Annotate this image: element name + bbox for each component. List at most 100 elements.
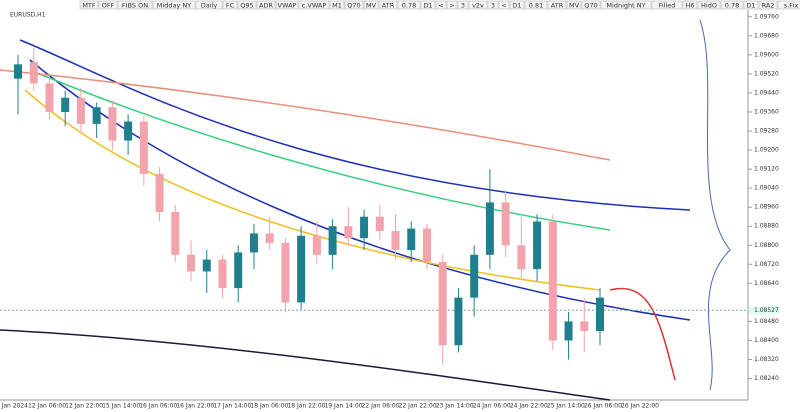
toolbar-label[interactable]: Midnight NY — [606, 2, 645, 10]
toolbar-button[interactable] — [152, 0, 196, 10]
time-label: 25 Jan 14:00 — [547, 403, 585, 410]
toolbar-label[interactable]: VWAP — [278, 2, 297, 10]
toolbar-label[interactable]: FIBS ON — [122, 2, 148, 10]
toolbar-button[interactable] — [509, 0, 525, 10]
candle-body — [249, 233, 258, 253]
toolbar-label[interactable]: RA2 — [762, 2, 775, 10]
candle-body — [548, 221, 557, 341]
toolbar-button[interactable] — [298, 0, 330, 10]
candle-body — [407, 228, 416, 251]
toolbar-label[interactable]: v2v — [472, 2, 484, 10]
candle-body — [422, 228, 431, 262]
toolbar-label[interactable]: HidO — [701, 2, 717, 10]
candle-body — [564, 321, 573, 341]
toolbar-label[interactable]: Midday NY — [157, 2, 191, 10]
toolbar-label[interactable]: MTF — [82, 2, 96, 10]
time-label: 23 Jan 14:00 — [436, 403, 474, 410]
toolbar-button[interactable] — [378, 0, 398, 10]
toolbar-label[interactable]: ATR — [382, 2, 395, 10]
ma-line — [19, 39, 691, 211]
time-label: 11 Jan 2024 — [0, 403, 28, 410]
toolbar-label[interactable]: ADR — [259, 2, 273, 10]
toolbar-button[interactable] — [777, 0, 800, 10]
toolbar-button[interactable] — [697, 0, 721, 10]
toolbar-label[interactable]: < — [438, 2, 443, 10]
toolbar-label[interactable]: > — [449, 2, 454, 10]
toolbar-label[interactable]: MV — [569, 2, 580, 10]
candle-body — [454, 297, 463, 346]
toolbar-label[interactable]: 3 — [461, 2, 465, 10]
toolbar-label[interactable]: D1 — [512, 2, 521, 10]
toolbar-label[interactable]: D1 — [746, 2, 755, 10]
candle-body — [14, 64, 22, 79]
toolbar-button[interactable] — [98, 0, 118, 10]
toolbar-button[interactable] — [566, 0, 582, 10]
indicators — [0, 19, 731, 401]
toolbar-label[interactable]: OFF — [102, 2, 115, 10]
toolbar-button[interactable] — [720, 0, 744, 10]
candle-body — [517, 245, 526, 270]
toolbar-button[interactable] — [397, 0, 421, 10]
toolbar-button[interactable] — [237, 0, 257, 10]
toolbar-label[interactable]: 0.78 — [725, 2, 739, 10]
toolbar-button[interactable] — [651, 0, 683, 10]
toolbar-button[interactable] — [256, 0, 276, 10]
price-label: 1.09360 — [754, 108, 779, 115]
toolbar-button[interactable] — [344, 0, 364, 10]
candle-body — [312, 235, 321, 255]
toolbar-button[interactable] — [758, 0, 778, 10]
price-label: 1.08320 — [754, 356, 779, 363]
toolbar-button[interactable] — [487, 0, 499, 10]
toolbar-label[interactable]: M1 — [332, 2, 342, 10]
toolbar-label[interactable]: D1 — [423, 2, 432, 10]
toolbar-label[interactable]: FC — [226, 2, 235, 10]
toolbar-label[interactable]: s.Fix — [784, 2, 799, 10]
toolbar-button[interactable] — [468, 0, 488, 10]
toolbar-button[interactable] — [117, 0, 153, 10]
time-label: 26 Jan 06:00 — [584, 403, 622, 410]
candle-body — [281, 242, 290, 303]
candle-body — [344, 226, 353, 239]
toolbar-button[interactable] — [743, 0, 759, 10]
toolbar-label[interactable]: MV — [366, 2, 377, 10]
toolbar-button[interactable] — [547, 0, 567, 10]
toolbar-button[interactable] — [275, 0, 299, 10]
toolbar-button[interactable] — [79, 0, 99, 10]
toolbar-button[interactable] — [457, 0, 469, 10]
toolbar-button[interactable] — [363, 0, 379, 10]
toolbar-button[interactable] — [222, 0, 238, 10]
toolbar-button[interactable] — [682, 0, 698, 10]
toolbar-label[interactable]: c.VWAP — [302, 2, 327, 10]
candle-body — [580, 321, 589, 331]
toolbar-button[interactable] — [498, 0, 510, 10]
toolbar-label[interactable]: 0.78 — [402, 2, 416, 10]
time-label: 22 Jan 06:00 — [362, 403, 400, 410]
price-label: 1.09200 — [754, 147, 779, 154]
time-label: 24 Jan 06:00 — [473, 403, 511, 410]
toolbar-label[interactable]: Daily — [201, 2, 218, 10]
price-label: 1.09280 — [754, 128, 779, 135]
toolbar-label[interactable]: Q70 — [584, 2, 597, 10]
toolbar-label[interactable]: H6 — [685, 2, 694, 10]
toolbar-button[interactable] — [600, 0, 652, 10]
toolbar-button[interactable] — [524, 0, 548, 10]
toolbar-button[interactable] — [446, 0, 458, 10]
candle-body — [171, 211, 180, 255]
toolbar-button[interactable] — [420, 0, 436, 10]
toolbar-label[interactable]: 0.81 — [529, 2, 543, 10]
candle-body — [92, 107, 101, 124]
candle-body — [328, 226, 337, 255]
toolbar-button[interactable] — [581, 0, 601, 10]
toolbar-label[interactable]: Filled — [659, 2, 676, 10]
toolbar-button[interactable] — [329, 0, 345, 10]
toolbar-label[interactable]: 3 — [491, 2, 495, 10]
toolbar-button[interactable] — [435, 0, 447, 10]
candle-body — [375, 216, 384, 231]
toolbar-label[interactable]: Q95 — [240, 2, 253, 10]
toolbar-label[interactable]: ATR — [551, 2, 564, 10]
toolbar-label[interactable]: Q70 — [347, 2, 360, 10]
candle-body — [124, 121, 133, 141]
toolbar-label[interactable]: < — [501, 2, 506, 10]
toolbar-button[interactable] — [195, 0, 223, 10]
